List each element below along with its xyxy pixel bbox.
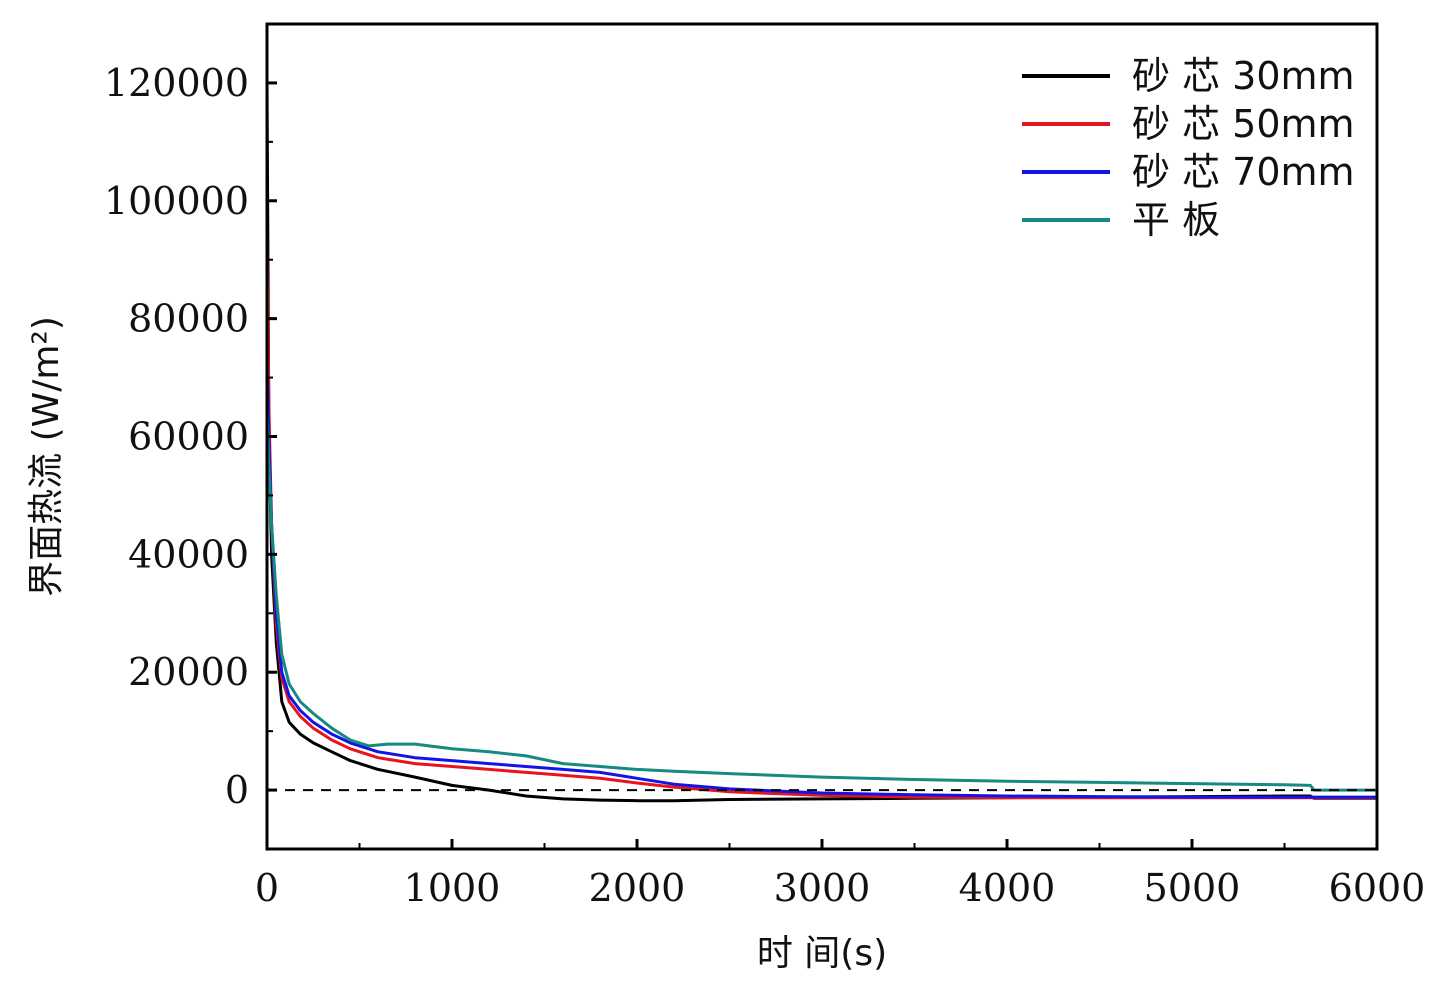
series-line-2 [265, 241, 1377, 800]
x-axis-title: 时 间(s) [757, 933, 887, 974]
legend-label: 砂 芯 50mm [1132, 102, 1355, 146]
ticks-layer: 0 1000 2000 3000 4000 5000 6000020000400006000… [104, 23, 1426, 910]
series-line-3 [265, 359, 1377, 799]
y-tick-label: 60000 [128, 415, 249, 459]
y-axis-title: 界面热流 (W/m²) [26, 316, 67, 597]
x-tick-label: 2000 [589, 866, 686, 910]
y-tick-label: 120000 [104, 61, 249, 105]
legend-label: 平 板 [1132, 198, 1220, 242]
legend-label: 砂 芯 30mm [1132, 54, 1355, 98]
y-tick-label: 0 [225, 768, 249, 812]
y-tick-label: 20000 [128, 650, 249, 694]
x-tick-label: 4000 [959, 866, 1056, 910]
legend-label: 砂 芯 70mm [1132, 150, 1355, 194]
x-tick-label: 6000 [1329, 866, 1426, 910]
plot-frame [265, 22, 1379, 851]
series-layer [265, 82, 1377, 803]
y-tick-label: 100000 [104, 179, 249, 223]
x-tick-label: 5000 [1144, 866, 1241, 910]
x-tick-label: 1000 [404, 866, 501, 910]
series-line-4 [265, 406, 1377, 792]
y-tick-label: 40000 [128, 532, 249, 576]
y-tick-label: 80000 [128, 297, 249, 341]
x-tick-label: 0 [255, 866, 279, 910]
x-tick-label: 3000 [774, 866, 871, 910]
